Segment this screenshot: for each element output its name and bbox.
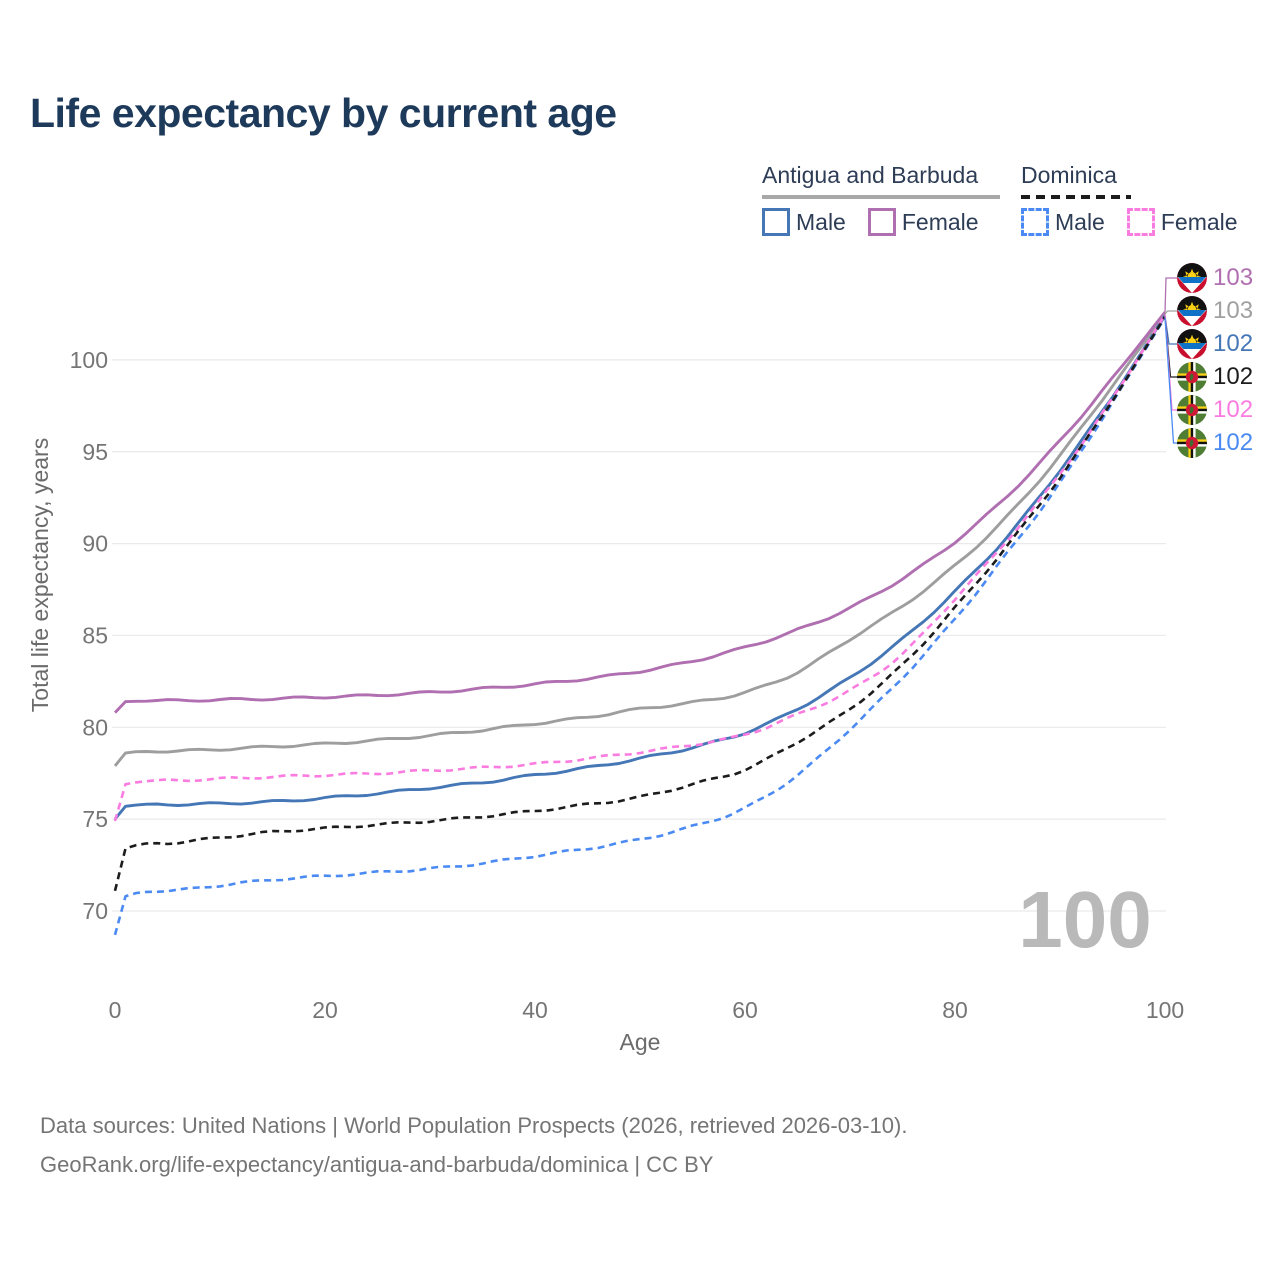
x-tick-label: 60: [732, 997, 758, 1023]
antigua-and-barbuda-flag-icon: [1177, 329, 1207, 359]
end-value-dominica-female: 102: [1213, 396, 1254, 423]
flag-badge-dominica: [1177, 362, 1207, 392]
footer: Data sources: United Nations | World Pop…: [40, 1106, 907, 1184]
y-axis-title: Total life expectancy, years: [27, 438, 53, 712]
flag-badge-antigua-and-barbuda: [1177, 263, 1207, 293]
leader-line-antigua-all: [1164, 310, 1177, 315]
legend-swatch-antigua-female[interactable]: [867, 208, 896, 236]
end-value-antigua-all: 103: [1213, 297, 1254, 324]
x-axis-title: Age: [620, 1029, 661, 1055]
end-label-dominica-female: 102: [1177, 395, 1253, 425]
flag-badge-antigua-and-barbuda: [1177, 329, 1207, 359]
y-tick-label: 95: [82, 439, 108, 465]
legend-swatch-dominica-female[interactable]: [1126, 208, 1155, 236]
y-tick-label: 100: [70, 347, 108, 373]
legend-label-dominica-male[interactable]: Male: [1055, 208, 1105, 235]
end-value-antigua-male: 102: [1213, 330, 1254, 357]
legend-label-dominica-female[interactable]: Female: [1160, 208, 1238, 235]
x-tick-label: 40: [522, 997, 548, 1023]
y-tick-label: 75: [82, 806, 108, 832]
end-label-dominica-all: 102: [1177, 362, 1253, 392]
x-tick-label: 20: [312, 997, 338, 1023]
flag-badge-dominica: [1177, 428, 1207, 458]
dominica-flag-icon: [1177, 395, 1207, 425]
y-tick-label: 90: [82, 531, 108, 557]
legend-group-dominica: Dominica Male Female: [1021, 162, 1246, 236]
page-title: Life expectancy by current age: [30, 90, 617, 136]
series-line-antigua-male: [113, 315, 1167, 821]
end-value-antigua-female: 103: [1213, 264, 1254, 291]
end-label-antigua-female: 103: [1177, 263, 1253, 293]
series-line-dominica-female: [113, 314, 1167, 822]
legend-swatch-antigua-male[interactable]: [762, 208, 790, 236]
legend-underline-antigua-solid-line: [762, 195, 1000, 199]
legend-group-antigua: Antigua and Barbuda Male Female: [762, 162, 1002, 236]
line-chart: 70 75 80 85 90 95 100 0 20 40 60 80 100 Age Total life…: [27, 277, 1184, 1055]
flag-badge-dominica: [1177, 395, 1207, 425]
antigua-and-barbuda-flag-icon: [1177, 263, 1207, 293]
x-tick-label: 80: [942, 997, 968, 1023]
y-tick-label: 80: [82, 714, 108, 740]
antigua-and-barbuda-flag-icon: [1177, 296, 1207, 326]
x-tick-label: 0: [109, 997, 122, 1023]
footer-georank-link[interactable]: GeoRank.org/life-expectancy/antigua-and-…: [40, 1152, 714, 1177]
legend-items-dominica: Male Female: [1021, 208, 1246, 236]
end-label-dominica-male: 102: [1177, 428, 1253, 458]
legend-items-antigua: Male Female: [762, 208, 1002, 236]
series-line-dominica-male: [113, 316, 1167, 936]
dominica-flag-icon: [1177, 362, 1207, 392]
end-value-dominica-male: 102: [1213, 429, 1254, 456]
current-age-indicator: 100: [1018, 875, 1152, 964]
legend-underline-dominica-dashed-line: [1021, 195, 1131, 199]
end-label-antigua-all: 103: [1177, 296, 1253, 326]
leader-line-dominica-male: [1164, 317, 1177, 444]
legend-country-antigua[interactable]: Antigua and Barbuda: [762, 162, 979, 188]
legend-label-antigua-female[interactable]: Female: [901, 208, 979, 235]
flag-badge-antigua-and-barbuda: [1177, 296, 1207, 326]
series-line-antigua-female: [113, 311, 1167, 714]
y-tick-label: 70: [82, 898, 108, 924]
legend-label-antigua-male[interactable]: Male: [796, 208, 846, 235]
series-line-dominica-all: [113, 316, 1167, 892]
x-tick-label: 100: [1146, 997, 1184, 1023]
dominica-flag-icon: [1177, 428, 1207, 458]
series-line-antigua-all: [113, 313, 1167, 767]
end-label-antigua-male: 102: [1177, 329, 1253, 359]
footer-data-sources: Data sources: United Nations | World Pop…: [40, 1113, 908, 1138]
leader-line-antigua-female: [1164, 277, 1177, 313]
end-value-dominica-all: 102: [1213, 363, 1254, 390]
legend-swatch-dominica-male[interactable]: [1021, 208, 1049, 236]
legend-country-dominica[interactable]: Dominica: [1021, 162, 1117, 188]
y-tick-label: 85: [82, 622, 108, 648]
